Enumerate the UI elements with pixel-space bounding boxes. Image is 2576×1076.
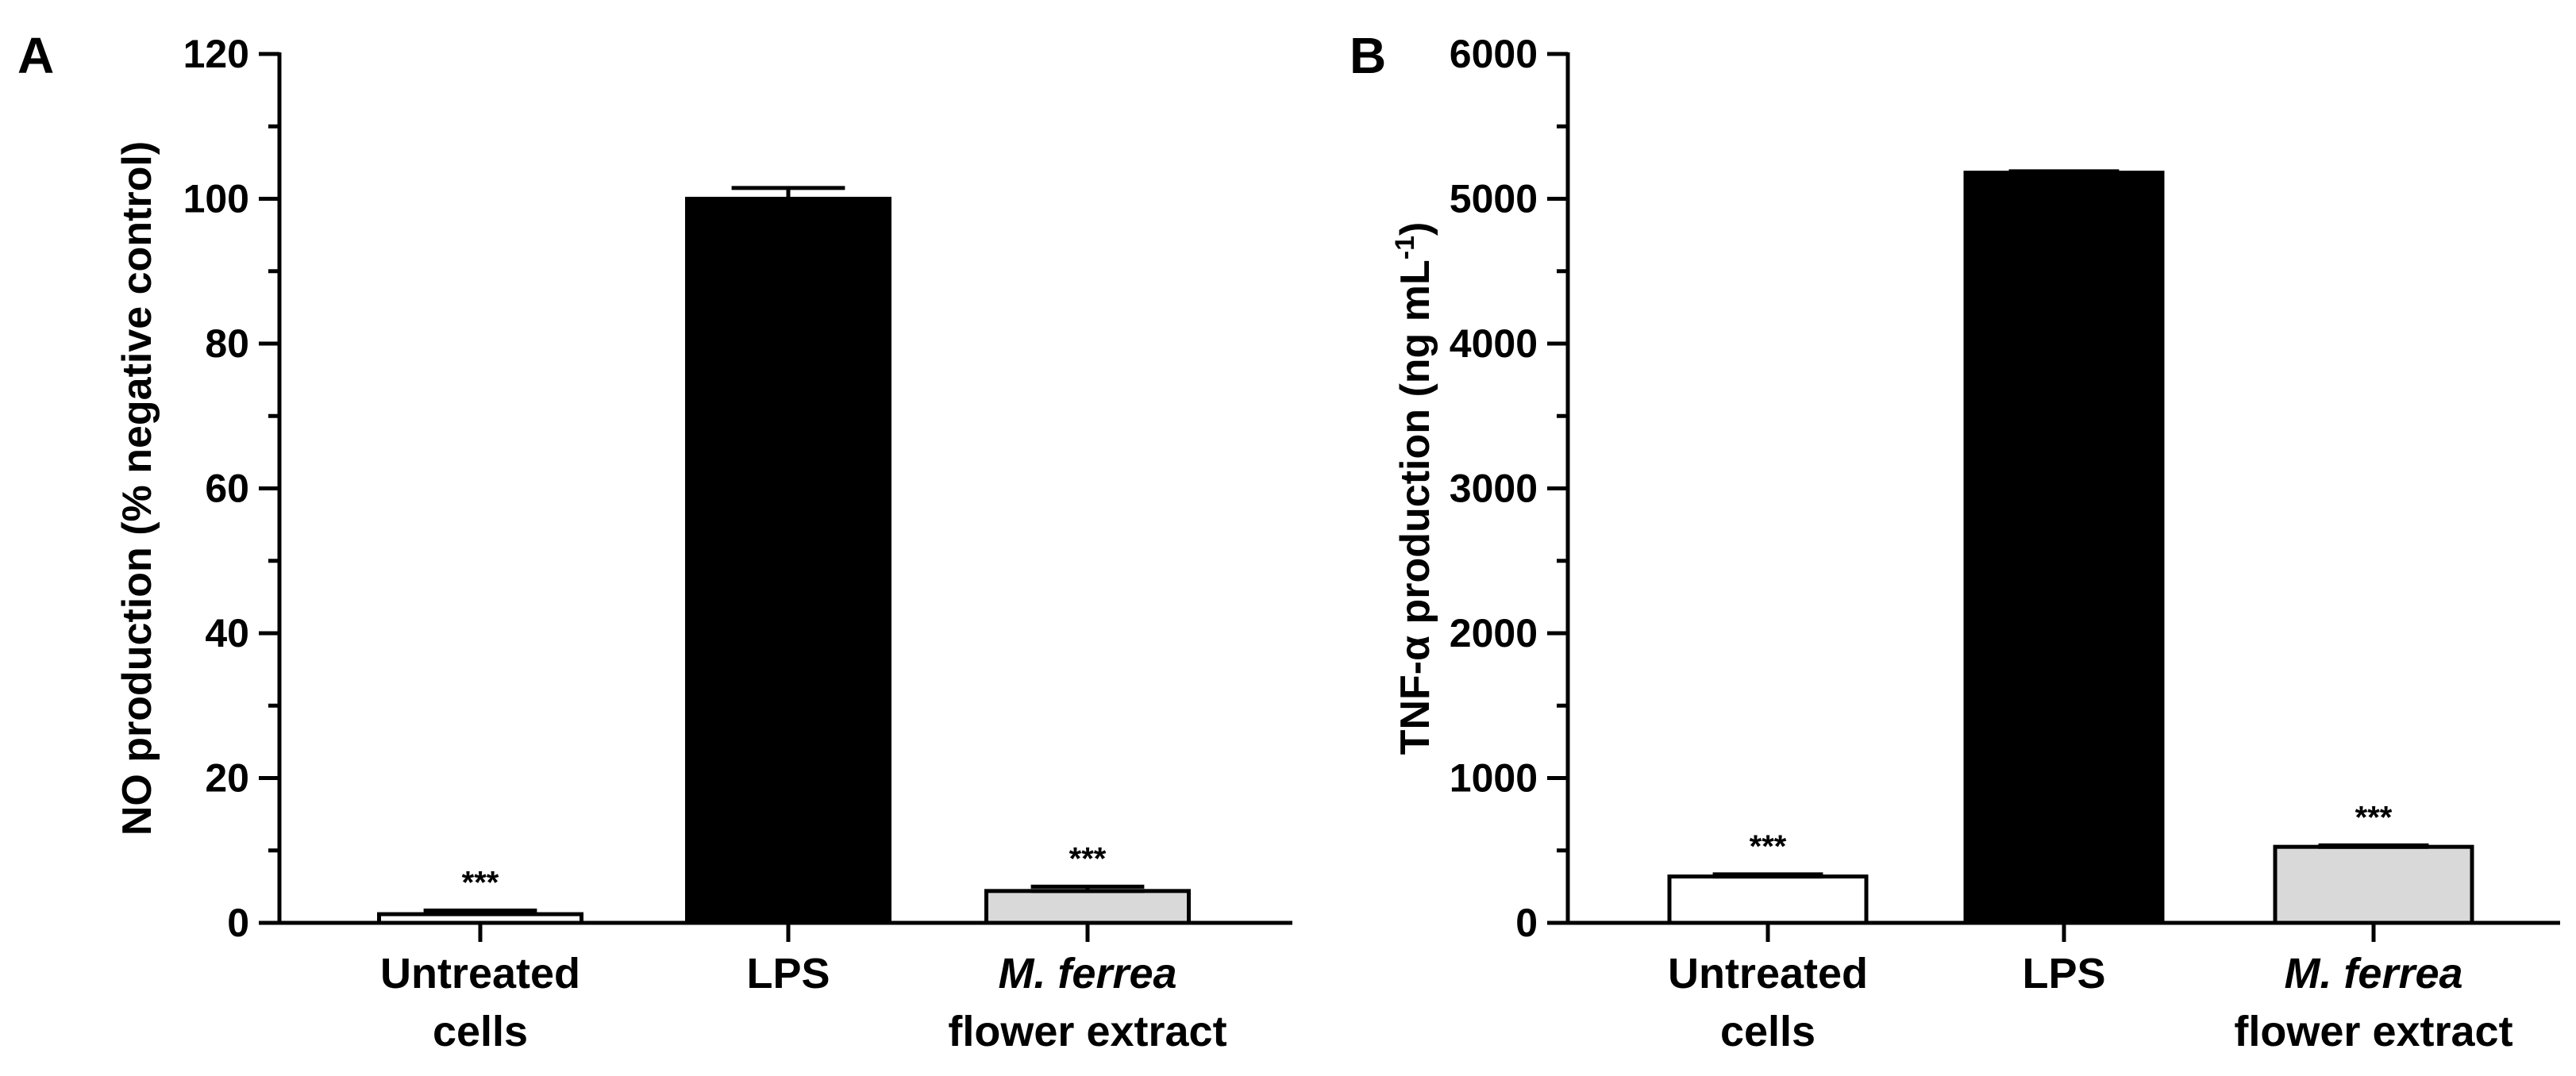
panel-letter: B [1350, 27, 1386, 84]
y-tick-label: 80 [205, 321, 249, 366]
y-tick-label: 60 [205, 467, 249, 511]
category-label: LPS [2022, 950, 2105, 997]
y-tick-label: 5000 [1450, 177, 1538, 221]
y-tick-label: 0 [1515, 901, 1538, 945]
y-tick-label: 3000 [1450, 467, 1538, 511]
y-tick-label: 4000 [1450, 321, 1538, 366]
category-label: Untreated [380, 950, 580, 997]
error-bar [423, 908, 537, 917]
bar [685, 197, 891, 925]
error-bar [2008, 169, 2120, 174]
chart-panel-a: A *** *** 0 20 40 60 80 100 120 Untreated cells LPS M… [17, 27, 1292, 1055]
y-tick-label: 100 [183, 177, 249, 221]
category-label: LPS [746, 950, 830, 997]
y-tick-label: 6000 [1450, 32, 1538, 76]
bar [1667, 874, 1869, 925]
y-axis-title: TNF-α production (ng mL-1) [1390, 222, 1438, 755]
y-tick-label: 40 [205, 611, 249, 655]
y-axis-title: NO production (% negative control) [114, 141, 160, 836]
category-label: flower extract [2234, 1008, 2512, 1055]
panel-letter: A [17, 27, 54, 84]
significance-marker: *** [1069, 841, 1107, 876]
significance-marker: *** [462, 865, 499, 900]
significance-marker: *** [1750, 829, 1787, 864]
category-label: M. ferrea [998, 950, 1176, 997]
error-bar [2318, 843, 2429, 849]
category-label: flower extract [948, 1008, 1226, 1055]
category-label: cells [433, 1008, 528, 1055]
y-tick-label: 20 [205, 756, 249, 801]
error-bar [731, 186, 845, 199]
bar [2273, 844, 2474, 925]
error-bar [1712, 872, 1823, 879]
y-tick-label: 120 [183, 32, 249, 76]
y-tick-label: 1000 [1450, 756, 1538, 801]
y-tick-label: 2000 [1450, 611, 1538, 655]
y-tick-label: 0 [227, 901, 249, 945]
error-bar [1030, 884, 1145, 893]
significance-marker: *** [2355, 800, 2393, 835]
category-label: M. ferrea [2284, 950, 2462, 997]
category-label: Untreated [1668, 950, 1868, 997]
bar [1963, 171, 2165, 925]
category-label: cells [1720, 1008, 1816, 1055]
chart-panel-b: B *** *** 0 1000 2000 3000 4000 5000 6000 Untreate… [1350, 27, 2560, 1055]
bar [984, 889, 1191, 925]
